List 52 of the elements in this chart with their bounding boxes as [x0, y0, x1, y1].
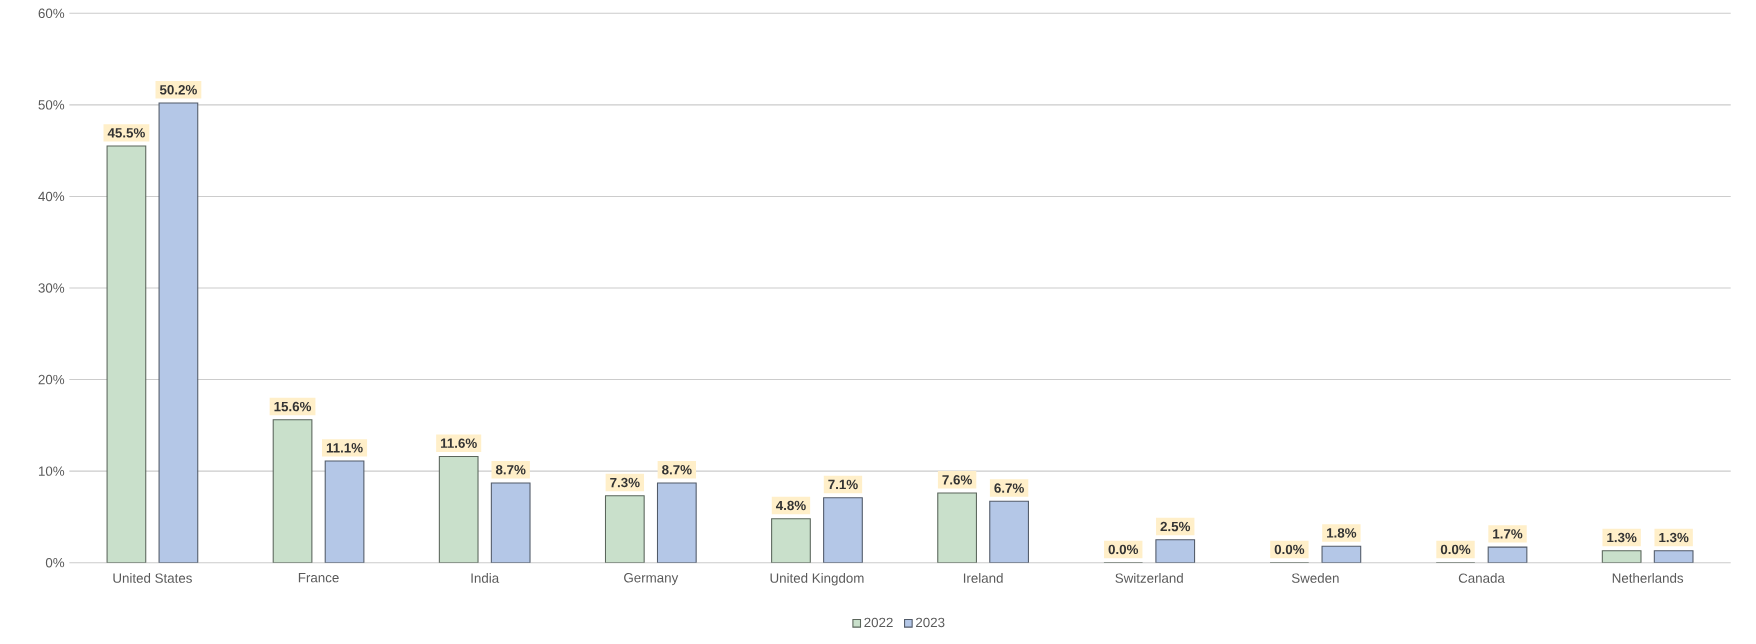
data-label: 4.8%: [775, 500, 806, 511]
x-tick-label: United States: [113, 573, 192, 583]
bar: [1155, 539, 1196, 563]
data-label: 7.1%: [828, 479, 858, 490]
y-tick-label: 60%: [38, 8, 65, 19]
legend-label: 2023: [916, 617, 945, 628]
bar: [656, 482, 697, 563]
data-label: 8.7%: [495, 465, 526, 475]
bar: [158, 102, 199, 563]
bar: [490, 482, 531, 563]
x-tick-label: India: [471, 573, 500, 583]
data-label: 0.0%: [1440, 544, 1471, 555]
bar: [438, 455, 479, 563]
data-label: 15.6%: [274, 401, 312, 412]
bar: [937, 492, 977, 563]
data-label: 2.5%: [1160, 521, 1191, 532]
y-tick-label: 50%: [38, 100, 65, 110]
data-label: 1.8%: [1327, 528, 1357, 538]
data-label: 1.3%: [1607, 532, 1637, 543]
y-tick-label: 30%: [38, 283, 65, 293]
data-label: 11.1%: [326, 443, 363, 453]
data-label: 1.7%: [1493, 529, 1523, 539]
y-tick-label: 10%: [38, 466, 65, 476]
data-label: 11.6%: [440, 438, 477, 448]
data-label: 7.6%: [942, 475, 972, 485]
data-label: 50.2%: [159, 85, 197, 95]
bar: [771, 518, 811, 563]
legend-label: 2022: [864, 617, 893, 628]
x-tick-label: Sweden: [1291, 573, 1339, 583]
data-label: 0.0%: [1108, 544, 1139, 555]
data-label: 45.5%: [107, 128, 145, 138]
data-label: 8.7%: [662, 465, 692, 475]
y-tick-label: 20%: [38, 374, 65, 385]
bar: [823, 497, 863, 563]
x-tick-label: Switzerland: [1115, 573, 1183, 583]
x-tick-label: Canada: [1458, 573, 1505, 583]
bar: [324, 460, 365, 563]
x-tick-label: France: [298, 573, 339, 583]
x-tick-label: Germany: [624, 573, 679, 586]
bar: [106, 145, 147, 563]
bar: [272, 419, 313, 563]
data-label: 6.7%: [994, 483, 1024, 493]
y-tick-label: 0%: [45, 557, 65, 568]
data-label: 7.3%: [610, 477, 640, 488]
bar: [989, 500, 1029, 563]
data-label: 0.0%: [1274, 544, 1305, 555]
bar: [604, 495, 645, 563]
x-tick-label: Netherlands: [1612, 573, 1684, 583]
x-tick-label: United Kingdom: [770, 573, 864, 586]
y-tick-label: 40%: [38, 191, 65, 202]
x-tick-label: Ireland: [963, 573, 1003, 583]
data-label: 1.3%: [1659, 532, 1689, 543]
